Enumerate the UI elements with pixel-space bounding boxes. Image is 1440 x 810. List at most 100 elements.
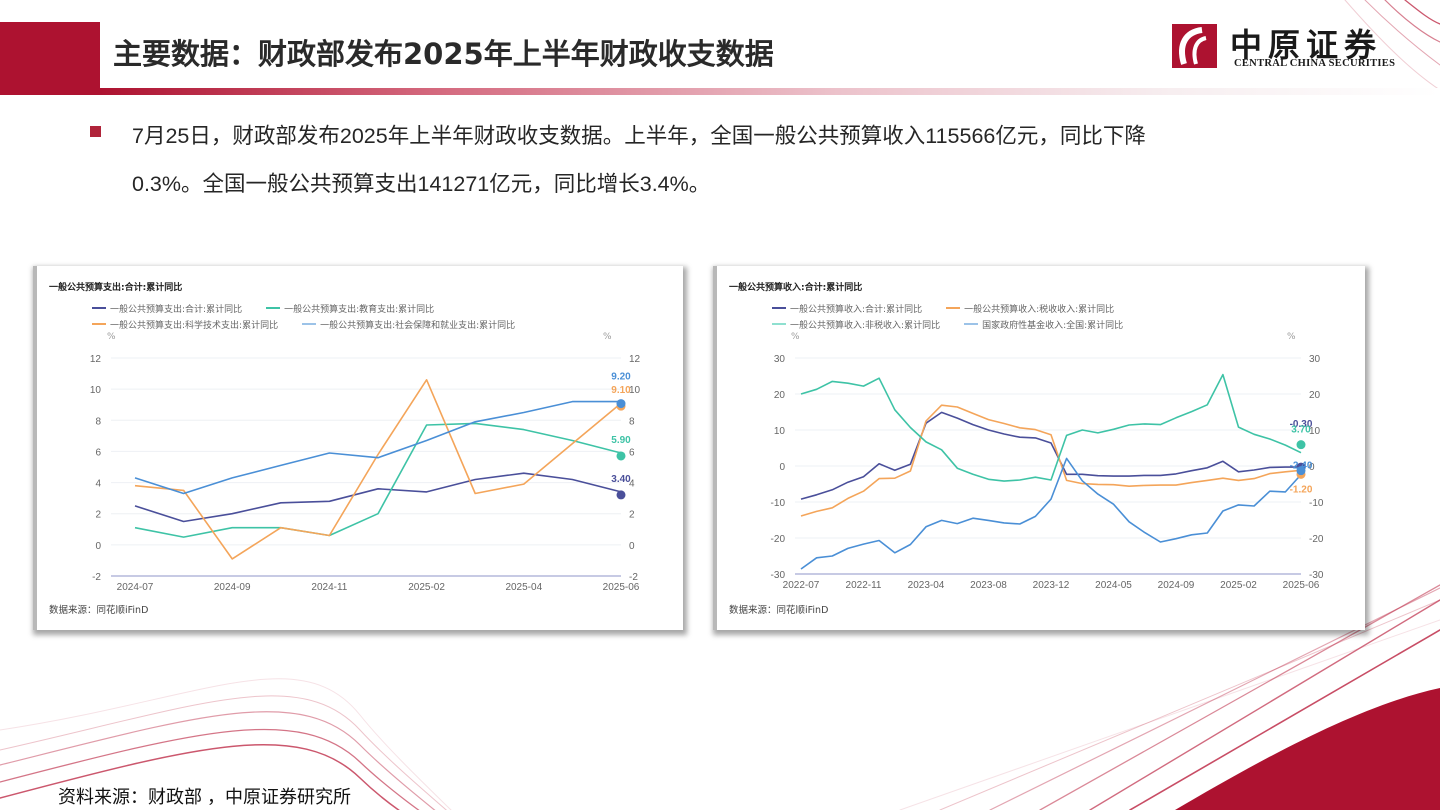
legend-item[interactable]: 一般公共预算支出:科学技术支出:累计同比 [92,318,278,331]
summary-paragraph: 7月25日，财政部发布2025年上半年财政收支数据。上半年，全国一般公共预算收入… [132,112,1352,208]
y-tick-label: 12 [90,354,102,365]
end-marker-icon [616,399,626,409]
y-tick-label: 0 [95,541,101,552]
revenue-chart-card: 一般公共预算收入:合计:累计同比 一般公共预算收入:合计:累计同比 一般公共预算… [713,266,1365,630]
legend-swatch-icon [92,307,106,309]
y-axis-unit-right: % [603,332,612,342]
end-value-label: 5.90 [611,435,631,446]
x-tick-label: 2023-08 [970,580,1007,591]
end-value-label: 9.10 [611,385,631,396]
x-tick-label: 2025-02 [1220,580,1257,591]
end-value-label: 3.70 [1291,425,1311,436]
x-tick-label: 2025-06 [1283,580,1320,591]
series-line[interactable] [800,373,1302,482]
x-tick-label: 2024-05 [1095,580,1132,591]
y-axis-unit-left: % [107,332,116,342]
title-accent-bar [0,22,100,95]
company-logo: 中原证券 CENTRAL CHINA SECURITIES [1172,24,1407,72]
logo-mark-icon [1172,24,1217,68]
y-tick-label: 8 [95,416,101,427]
end-value-label: 3.40 [611,474,631,485]
y2-tick-label: -2 [629,572,638,583]
legend-swatch-icon [772,323,786,325]
end-value-label: -1.20 [1290,484,1313,495]
y-tick-label: 10 [90,385,102,396]
x-tick-label: 2023-04 [908,580,945,591]
series-line[interactable] [134,400,621,495]
end-marker-icon [616,490,626,500]
y-tick-label: 30 [774,354,786,365]
legend-item[interactable]: 一般公共预算收入:合计:累计同比 [772,302,922,315]
end-marker-icon [1296,440,1306,450]
y2-tick-label: 12 [629,354,641,365]
series-line[interactable] [800,457,1302,570]
end-value-label: -0.30 [1290,419,1313,430]
logo-text-en: CENTRAL CHINA SECURITIES [1234,58,1396,69]
y2-tick-label: 0 [1309,462,1315,473]
legend-item[interactable]: 一般公共预算支出:教育支出:累计同比 [266,302,434,315]
x-tick-label: 2022-11 [846,580,882,591]
y2-tick-label: 10 [629,385,641,396]
y2-tick-label: 4 [629,479,635,490]
y-tick-label: -2 [92,572,101,583]
chart-title: 一般公共预算收入:合计:累计同比 [729,283,863,293]
legend-item[interactable]: 一般公共预算收入:非税收入:累计同比 [772,318,940,331]
chart-legend: 一般公共预算支出:合计:累计同比 一般公共预算支出:教育支出:累计同比 一般公共… [92,300,515,332]
legend-item[interactable]: 一般公共预算收入:税收收入:累计同比 [946,302,1114,315]
y-tick-label: 20 [774,390,786,401]
y-tick-label: -10 [771,498,786,509]
expenditure-chart-card: 一般公共预算支出:合计:累计同比 一般公共预算支出:合计:累计同比 一般公共预算… [33,266,683,630]
x-tick-label: 2024-11 [311,582,347,593]
series-line[interactable] [134,422,622,538]
legend-item[interactable]: 一般公共预算支出:社会保障和就业支出:累计同比 [302,318,515,331]
chart-source: 数据来源：同花顺iFinD [49,605,149,616]
y-tick-label: 0 [779,462,785,473]
legend-swatch-icon [266,307,281,309]
y2-tick-label: 20 [1309,390,1321,401]
chart-legend: 一般公共预算收入:合计:累计同比 一般公共预算收入:税收收入:累计同比 一般公共… [772,300,1123,332]
x-tick-label: 2024-07 [117,582,154,593]
footer-source: 资料来源：财政部 ，中原证券研究所 [58,787,351,807]
title-underline [100,88,1440,95]
y2-tick-label: -20 [1309,534,1324,545]
end-value-label: -2.40 [1290,461,1313,472]
y-axis-unit-left: % [791,332,800,342]
legend-item[interactable]: 一般公共预算支出:合计:累计同比 [92,302,242,315]
x-tick-label: 2024-09 [214,582,251,593]
chart-source: 数据来源：同花顺iFinD [729,605,829,616]
revenue-line-chart: -30 -30 -20 -20 -10 -10 0 0 10 10 20 20 30 30 2022-07 2… [771,354,1324,591]
y-tick-label: -20 [771,534,786,545]
y-tick-label: 10 [774,426,786,437]
page-title: 主要数据：财政部发布2025年上半年财政收支数据 [113,37,774,71]
bullet-icon [90,126,101,137]
end-marker-icon [616,451,626,461]
y2-tick-label: 8 [629,416,635,427]
end-marker-icon [1296,466,1306,476]
legend-swatch-icon [302,323,317,325]
legend-swatch-icon [772,307,786,309]
y-tick-label: -30 [771,570,786,581]
series-line[interactable] [134,379,622,560]
end-value-label: 9.20 [611,372,631,383]
x-tick-label: 2025-04 [505,582,542,593]
y2-tick-label: 2 [629,510,635,521]
chart-title: 一般公共预算支出:合计:累计同比 [49,283,183,293]
y2-tick-label: 10 [1309,426,1321,437]
y-tick-label: 4 [95,479,101,490]
legend-swatch-icon [964,323,979,325]
x-tick-label: 2024-09 [1158,580,1195,591]
y2-tick-label: 30 [1309,354,1321,365]
y2-tick-label: 0 [629,541,635,552]
y2-tick-label: 6 [629,447,635,458]
expenditure-line-chart: -2 -2 0 0 2 2 4 4 6 6 8 8 10 10 12 12 2024-07 2024-09 2024… [90,354,641,593]
x-tick-label: 2025-02 [408,582,445,593]
series-line[interactable] [800,411,1301,500]
series-line[interactable] [800,404,1302,517]
series-line[interactable] [134,472,622,523]
summary-line-2: 0.3%。全国一般公共预算支出141271亿元，同比增长3.4%。 [132,172,711,196]
legend-item[interactable]: 国家政府性基金收入:全国:累计同比 [964,318,1123,331]
y2-tick-label: -10 [1309,498,1324,509]
x-tick-label: 2023-12 [1033,580,1070,591]
x-tick-label: 2022-07 [783,580,820,591]
legend-swatch-icon [946,307,961,309]
